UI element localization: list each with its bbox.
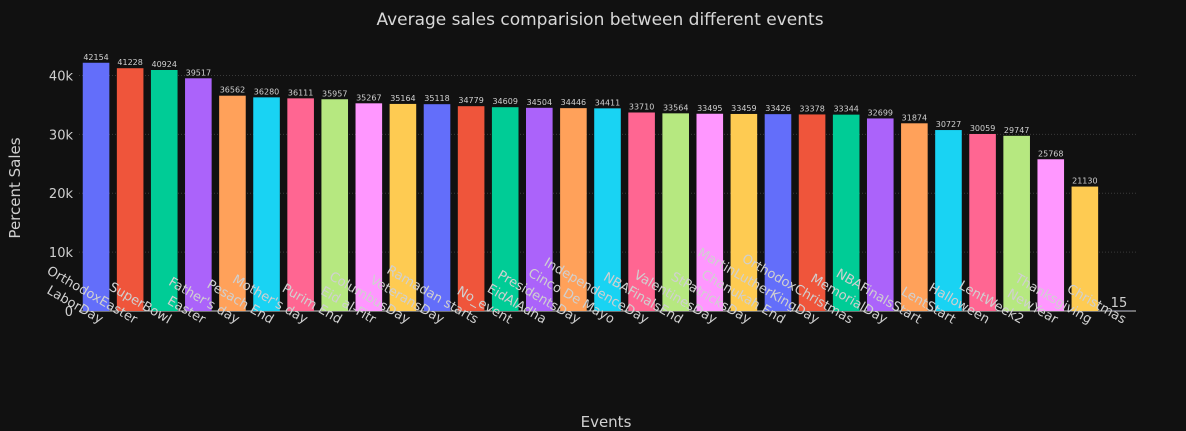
bars <box>82 62 1133 312</box>
bar <box>355 103 383 311</box>
bar <box>491 107 519 312</box>
data-label: 40924 <box>152 60 177 69</box>
y-tick-label: 0 <box>65 305 73 320</box>
data-label: 41228 <box>117 58 142 67</box>
data-label: 33459 <box>731 104 756 113</box>
bar <box>628 112 655 311</box>
data-label: 35267 <box>356 93 381 102</box>
data-label: 15 <box>1111 296 1128 311</box>
bar <box>116 68 144 311</box>
y-tick-label: 30k <box>49 128 74 143</box>
y-axis-ticks: 0 10k 20k 30k 40k <box>49 69 74 320</box>
data-label: 36280 <box>254 87 279 96</box>
data-label: 25768 <box>1038 149 1063 158</box>
data-label: 31874 <box>902 113 927 122</box>
bar <box>1071 186 1099 311</box>
bar <box>866 118 894 311</box>
data-label: 30059 <box>970 124 995 133</box>
chart-title: Average sales comparision between differ… <box>376 10 823 30</box>
bar <box>287 98 314 311</box>
x-axis-title: Events <box>581 413 632 431</box>
bar <box>82 62 110 311</box>
data-label: 33378 <box>799 104 824 113</box>
data-label: 34504 <box>527 98 552 107</box>
bar <box>321 99 349 311</box>
bar <box>935 130 962 311</box>
data-label: 29747 <box>1004 126 1029 135</box>
data-label: 42154 <box>83 53 108 62</box>
bar <box>798 114 826 311</box>
bar <box>253 97 280 312</box>
bar <box>526 107 553 311</box>
bar <box>560 108 587 311</box>
data-label: 34411 <box>595 98 620 107</box>
bar <box>696 113 724 311</box>
y-tick-label: 20k <box>49 187 74 202</box>
data-label: 33710 <box>629 102 654 111</box>
data-label: 33344 <box>833 105 858 114</box>
data-label: 34609 <box>492 97 517 106</box>
data-label: 35164 <box>390 94 415 103</box>
bar <box>457 106 485 311</box>
bar <box>662 113 689 311</box>
bar <box>832 114 860 311</box>
data-label: 33426 <box>765 104 790 113</box>
data-label: 35957 <box>322 89 347 98</box>
data-label: 21130 <box>1072 177 1097 186</box>
bar <box>389 103 417 311</box>
data-label: 32699 <box>868 108 893 117</box>
bar <box>594 108 621 311</box>
data-label: 35118 <box>424 94 449 103</box>
data-label: 34446 <box>561 98 586 107</box>
bar <box>764 114 792 312</box>
data-label: 39517 <box>186 68 211 77</box>
data-label: 33495 <box>697 104 722 113</box>
bar <box>969 133 996 311</box>
data-label: 34779 <box>458 96 483 105</box>
data-label: 33564 <box>663 103 688 112</box>
bar <box>150 70 178 311</box>
data-label: 36111 <box>288 88 313 97</box>
y-axis-title: Percent Sales <box>6 137 24 238</box>
bar <box>423 104 451 311</box>
bar <box>730 113 758 311</box>
data-label: 30727 <box>936 120 961 129</box>
data-labels: 42154 41228 40924 39517 36562 36280 36111 35957… <box>83 53 1127 311</box>
bar <box>901 123 928 312</box>
bar <box>219 95 246 311</box>
bar <box>1037 159 1065 311</box>
bar <box>1003 135 1030 311</box>
data-label: 36562 <box>220 86 245 95</box>
bar <box>185 78 212 311</box>
y-tick-label: 40k <box>49 69 74 84</box>
y-tick-label: 10k <box>49 246 74 261</box>
